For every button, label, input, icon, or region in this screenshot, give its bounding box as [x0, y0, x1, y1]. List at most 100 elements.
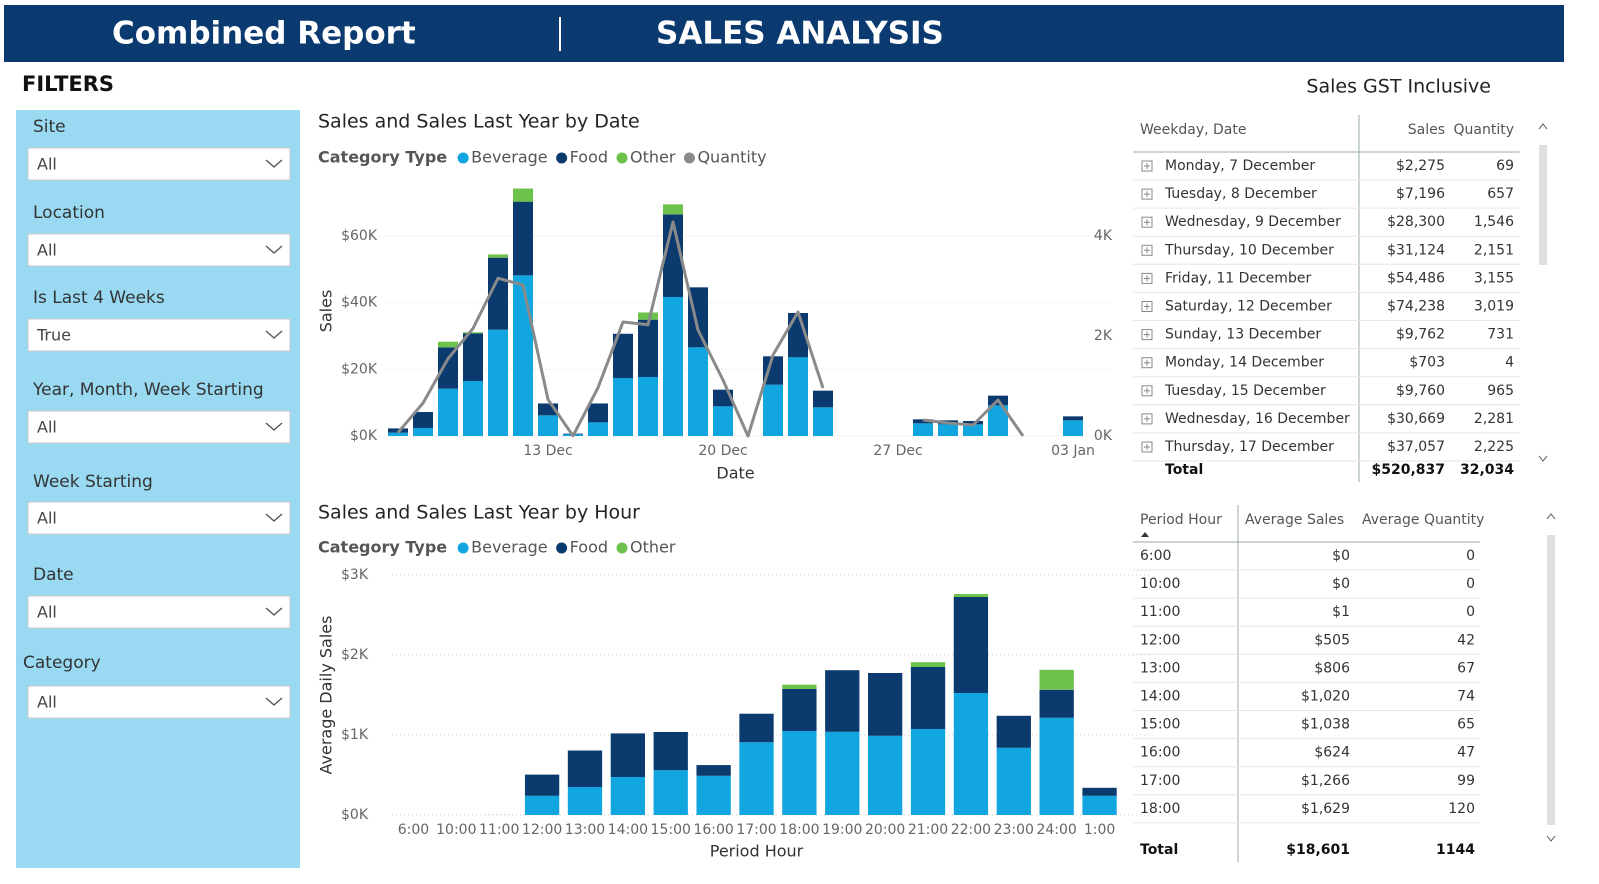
- expand-icon[interactable]: [1141, 301, 1153, 312]
- bar-segment: [1039, 717, 1074, 815]
- total-cell: $18,601: [1286, 842, 1350, 858]
- bar-segment: [663, 214, 683, 297]
- table-cell: 12:00: [1140, 632, 1180, 648]
- table-cell: $1,038: [1301, 717, 1350, 733]
- expand-icon[interactable]: [1141, 441, 1153, 453]
- expand-plus[interactable]: [1144, 303, 1150, 310]
- dropdown-chevron[interactable]: [265, 422, 283, 431]
- table-cell: 14:00: [1140, 689, 1180, 705]
- dropdown-chevron[interactable]: [265, 330, 283, 339]
- table-cell: $1: [1332, 604, 1350, 620]
- filter-dropdown[interactable]: [27, 410, 291, 444]
- column-header[interactable]: Quantity: [1454, 122, 1515, 138]
- filter-dropdown[interactable]: [27, 501, 291, 535]
- report-title: Combined Report: [112, 16, 416, 52]
- dropdown-chevron[interactable]: [265, 697, 283, 706]
- expand-plus[interactable]: [1144, 275, 1150, 282]
- expand-plus[interactable]: [1144, 444, 1150, 450]
- expand-plus[interactable]: [1144, 331, 1150, 338]
- column-header[interactable]: Average Quantity: [1362, 512, 1484, 528]
- bar-segment: [739, 742, 774, 815]
- expand-icon[interactable]: [1141, 413, 1153, 425]
- expand-icon[interactable]: [1141, 216, 1153, 228]
- y-axis-title: Sales: [317, 290, 336, 333]
- table-cell: $1,266: [1301, 773, 1350, 789]
- bar-segment: [739, 713, 774, 743]
- legend-label: Other: [630, 538, 676, 557]
- bar-segment: [688, 347, 708, 436]
- column-header[interactable]: Period Hour: [1140, 512, 1222, 528]
- x-tick-label: 22:00: [951, 822, 991, 838]
- bar-segment: [638, 377, 658, 436]
- table-cell: Saturday, 12 December: [1165, 299, 1332, 315]
- expand-plus[interactable]: [1144, 163, 1150, 169]
- expand-icon[interactable]: [1141, 357, 1153, 369]
- y-tick-label: $2K: [341, 647, 369, 663]
- expand-icon[interactable]: [1141, 160, 1153, 172]
- table-cell: 69: [1496, 158, 1514, 174]
- scroll-up[interactable]: [1546, 513, 1556, 520]
- filter-dropdown[interactable]: [27, 595, 291, 629]
- expand-plus[interactable]: [1144, 247, 1150, 254]
- table-cell: $30,669: [1387, 411, 1445, 427]
- legend-swatch: [457, 542, 469, 554]
- expand-plus[interactable]: [1144, 387, 1150, 394]
- legend-swatch: [616, 152, 628, 164]
- expand-icon[interactable]: [1141, 188, 1153, 200]
- y-tick-label: $3K: [341, 567, 369, 583]
- scrollbar-thumb[interactable]: [1547, 535, 1555, 825]
- dropdown-chevron[interactable]: [265, 245, 283, 254]
- column-header[interactable]: Average Sales: [1245, 512, 1344, 528]
- dropdown-chevron[interactable]: [265, 159, 283, 168]
- scroll-down[interactable]: [1538, 455, 1548, 462]
- bar-segment: [524, 774, 560, 796]
- scrollbar-thumb[interactable]: [1539, 145, 1547, 265]
- column-header[interactable]: Weekday, Date: [1140, 122, 1246, 138]
- bar-segment: [463, 333, 483, 381]
- filter-dropdown[interactable]: [27, 318, 291, 352]
- expand-plus[interactable]: [1144, 415, 1150, 422]
- bar-segment: [588, 422, 608, 436]
- expand-plus[interactable]: [1144, 359, 1150, 366]
- expand-icon[interactable]: [1141, 385, 1153, 397]
- bar-segment: [438, 341, 458, 348]
- bar-segment: [782, 689, 817, 731]
- scroll-down[interactable]: [1546, 835, 1556, 842]
- scroll-up[interactable]: [1538, 123, 1548, 130]
- expand-icon[interactable]: [1141, 329, 1153, 341]
- expand-plus[interactable]: [1144, 191, 1150, 198]
- x-tick-label: 13 Dec: [523, 443, 572, 459]
- table-cell: Monday, 7 December: [1165, 158, 1315, 174]
- legend-label: Other: [630, 148, 676, 167]
- bar-segment: [638, 319, 658, 377]
- bar-segment: [513, 188, 533, 202]
- expand-plus[interactable]: [1144, 219, 1150, 226]
- expand-icon[interactable]: [1141, 244, 1153, 256]
- table-cell: 10:00: [1140, 576, 1180, 592]
- dropdown-chevron[interactable]: [265, 513, 283, 522]
- filter-value: All: [37, 418, 57, 437]
- x-tick-label: 19:00: [822, 822, 862, 838]
- legend-swatch: [457, 152, 469, 164]
- table-cell: 15:00: [1140, 717, 1180, 733]
- bar-segment: [513, 275, 533, 436]
- x-axis-title: Period Hour: [710, 842, 804, 861]
- chart-title: Sales and Sales Last Year by Date: [318, 111, 640, 133]
- expand-icon[interactable]: [1141, 272, 1153, 284]
- bar-segment: [963, 421, 983, 425]
- x-tick-label: 13:00: [565, 822, 605, 838]
- table-cell: $0: [1332, 548, 1350, 564]
- filter-dropdown[interactable]: [27, 147, 291, 181]
- bar-segment: [867, 735, 903, 815]
- table-cell: $31,124: [1387, 242, 1445, 258]
- sort-arrow[interactable]: [1141, 532, 1149, 537]
- bar-segment: [438, 347, 458, 389]
- filter-dropdown[interactable]: [27, 685, 291, 719]
- filter-dropdown[interactable]: [27, 233, 291, 267]
- x-tick-label: 6:00: [398, 822, 429, 838]
- dropdown-chevron[interactable]: [265, 607, 283, 616]
- column-header[interactable]: Sales: [1408, 122, 1445, 138]
- table-cell: $1,629: [1301, 801, 1350, 817]
- total-cell: $520,837: [1371, 462, 1445, 478]
